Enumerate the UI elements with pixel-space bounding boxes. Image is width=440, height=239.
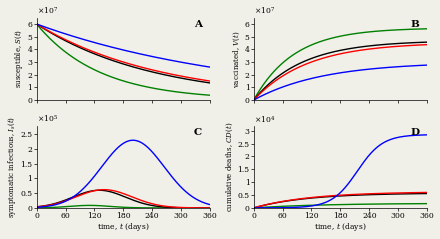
Y-axis label: susceptible, $S(t)$: susceptible, $S(t)$ [13,29,25,88]
Text: $\times 10^{7}$: $\times 10^{7}$ [254,5,275,17]
Text: C: C [194,128,202,137]
Text: $\times 10^{7}$: $\times 10^{7}$ [37,5,58,17]
Y-axis label: vaccinated, $V(t)$: vaccinated, $V(t)$ [231,30,242,88]
Text: B: B [411,20,419,29]
Y-axis label: cumulative deaths, $CD(t)$: cumulative deaths, $CD(t)$ [224,122,235,212]
X-axis label: time, $t$ (days): time, $t$ (days) [314,222,367,234]
Text: $\times 10^{5}$: $\times 10^{5}$ [37,113,58,125]
Y-axis label: symptomatic infectious, $I_s(t)$: symptomatic infectious, $I_s(t)$ [6,116,18,218]
Text: D: D [411,128,419,137]
Text: A: A [194,20,202,29]
X-axis label: time, $t$ (days): time, $t$ (days) [97,222,150,234]
Text: $\times 10^{4}$: $\times 10^{4}$ [254,114,275,125]
